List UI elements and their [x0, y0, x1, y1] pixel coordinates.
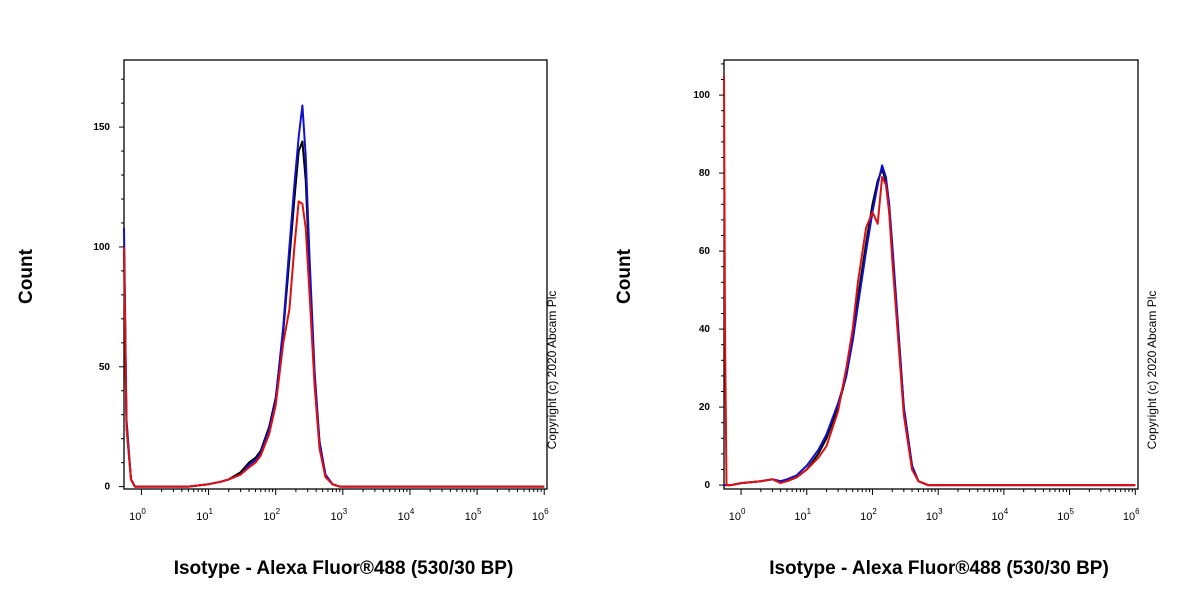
series-line-2 [723, 75, 1136, 487]
copyright-annotation: Copyright (c) 2020 Abcam Plc [545, 291, 559, 450]
x-tick-label: 106 [532, 507, 549, 523]
histogram-left: 0 50 100 150 100 101 102 103 104 105 106 Count Isoty… [16, 59, 559, 579]
y-tick-label: 0 [704, 480, 710, 491]
x-tick-label: 105 [465, 507, 482, 523]
x-tick-label: 103 [330, 507, 347, 523]
y-tick-label: 80 [699, 168, 711, 179]
x-tick-label: 105 [1057, 507, 1074, 523]
y-tick-label: 40 [699, 324, 711, 335]
x-tick-label: 104 [398, 507, 415, 523]
x-tick-label: 102 [860, 507, 877, 523]
x-tick-label: 103 [926, 507, 943, 523]
copyright-annotation: Copyright (c) 2020 Abcam Plc [1145, 291, 1159, 450]
x-axis-label: Isotype - Alexa Fluor®488 (530/30 BP) [769, 558, 1109, 579]
series-line-0 [123, 140, 545, 488]
x-tick-label: 100 [729, 507, 746, 523]
y-tick-label: 150 [93, 122, 110, 133]
plot-frame [123, 59, 548, 490]
x-tick-label: 100 [129, 507, 146, 523]
plot-frame [723, 59, 1139, 490]
x-tick-label: 101 [196, 507, 213, 523]
histogram-right: 0 20 40 60 80 100 100 101 102 103 104 105 106 Count Is… [614, 59, 1159, 579]
y-tick-label: 20 [699, 402, 711, 413]
x-tick-label: 106 [1123, 507, 1140, 523]
y-tick-label: 100 [693, 90, 710, 101]
y-axis-label: Count [16, 248, 37, 304]
y-tick-label: 100 [93, 242, 110, 253]
y-tick-label: 60 [699, 246, 711, 257]
x-tick-label: 102 [263, 507, 280, 523]
x-axis-label: Isotype - Alexa Fluor®488 (530/30 BP) [174, 558, 514, 579]
series-line-2 [123, 200, 545, 488]
series-line-1 [724, 164, 1136, 487]
y-axis-label: Count [614, 248, 635, 304]
series-line-1 [123, 104, 545, 488]
y-tick-label: 50 [99, 362, 111, 373]
x-tick-label: 101 [794, 507, 811, 523]
x-tick-label: 104 [992, 507, 1009, 523]
y-tick-label: 0 [104, 482, 110, 493]
series-line-0 [724, 168, 1136, 487]
